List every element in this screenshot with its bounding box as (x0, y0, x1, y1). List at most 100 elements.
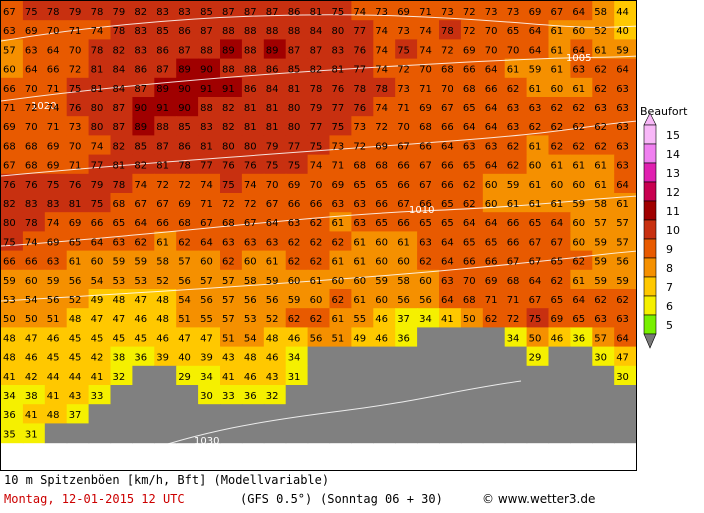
gust-cell (395, 365, 418, 386)
gust-value: 62 (507, 84, 520, 95)
gust-value: 70 (441, 84, 454, 95)
gust-cell (154, 20, 177, 40)
gust-value: 75 (332, 7, 345, 18)
gust-cell (154, 327, 177, 348)
legend-swatch (643, 276, 657, 297)
gust-cell (460, 77, 484, 98)
gust-value: 71 (47, 84, 60, 95)
gust-value: 65 (463, 161, 476, 172)
gust-value: 82 (113, 141, 126, 152)
gust-value: 71 (332, 161, 345, 172)
gust-value: 67 (3, 7, 16, 18)
gust-value: 88 (244, 65, 257, 76)
gust-value: 89 (134, 122, 147, 133)
gust-cell (570, 173, 593, 194)
gust-value: 38 (113, 353, 126, 364)
gust-cell (395, 20, 418, 40)
gust-cell (198, 346, 221, 367)
gust-cell (198, 39, 221, 60)
gust-value: 67 (529, 295, 542, 306)
gust-cell (66, 423, 90, 444)
gust-cell (22, 231, 46, 252)
gust-cell (439, 39, 462, 60)
gust-value: 75 (266, 161, 279, 172)
gust-cell (132, 289, 155, 309)
gust-cell (395, 212, 418, 232)
gust-value: 62 (310, 257, 323, 268)
gust-cell (504, 193, 528, 213)
gust-value: 38 (25, 391, 38, 402)
gust-cell (482, 269, 506, 290)
gust-value: 86 (134, 65, 147, 76)
gust-cell (504, 269, 528, 290)
gust-cell (592, 97, 615, 117)
gust-value: 63 (529, 103, 542, 114)
gust-cell (110, 423, 133, 444)
gust-cell (307, 77, 331, 98)
gust-value: 83 (156, 7, 169, 18)
gust-value: 81 (69, 199, 82, 210)
gust-value: 41 (25, 410, 38, 421)
gust-cell (307, 154, 331, 175)
gust-cell (66, 193, 90, 213)
gust-cell (614, 269, 636, 290)
gust-cell (285, 97, 309, 117)
gust-cell (504, 58, 528, 79)
gust-cell (460, 269, 484, 290)
gust-value: 89 (222, 45, 235, 56)
gust-value: 63 (3, 26, 16, 37)
gust-cell (176, 193, 199, 213)
gust-cell (220, 193, 243, 213)
gust-cell (592, 327, 615, 348)
gust-cell (176, 212, 199, 232)
gust-value: 73 (397, 84, 410, 95)
gust-value: 71 (3, 103, 16, 114)
gust-value: 65 (375, 218, 388, 229)
gust-cell (351, 346, 374, 367)
gust-value: 88 (288, 26, 301, 37)
gust-value: 61 (507, 65, 520, 76)
gust-cell (176, 365, 199, 386)
gust-value: 71 (397, 103, 410, 114)
gust-cell (482, 58, 506, 79)
gust-cell (504, 250, 528, 271)
gust-cell (285, 135, 309, 156)
gust-value: 75 (47, 180, 60, 191)
gust-value: 61 (353, 295, 366, 306)
gust-cell (66, 231, 90, 252)
gust-cell (241, 308, 265, 328)
copyright-link[interactable]: © www.wetter3.de (482, 492, 596, 506)
gust-value: 46 (551, 333, 564, 344)
gust-cell (198, 116, 221, 136)
gust-field (1, 1, 636, 444)
gust-cell (548, 346, 571, 367)
gust-cell (439, 231, 462, 252)
gust-value: 45 (91, 333, 104, 344)
gust-value: 60 (485, 199, 498, 210)
gust-value: 62 (551, 276, 564, 287)
gust-cell (460, 423, 484, 444)
gust-cell (22, 1, 46, 21)
gust-cell (373, 289, 396, 309)
gust-value: 34 (200, 372, 213, 383)
gust-value: 36 (572, 333, 585, 344)
gust-value: 63 (463, 141, 476, 152)
gust-value: 86 (288, 7, 301, 18)
gust-value: 63 (222, 237, 235, 248)
gust-cell (570, 135, 593, 156)
gust-cell (263, 231, 287, 252)
gust-cell (307, 1, 331, 21)
gust-cell (526, 231, 550, 252)
gust-value: 59 (529, 65, 542, 76)
gust-cell (417, 269, 440, 290)
gust-value: 68 (222, 218, 235, 229)
gust-cell (285, 308, 309, 328)
gust-value: 64 (529, 45, 542, 56)
gust-value: 86 (266, 65, 279, 76)
gust-cell (263, 39, 287, 60)
gust-cell (263, 154, 287, 175)
gust-value: 44 (616, 7, 629, 18)
gust-value: 69 (551, 314, 564, 325)
gust-cell (44, 154, 68, 175)
gust-value: 62 (310, 218, 323, 229)
